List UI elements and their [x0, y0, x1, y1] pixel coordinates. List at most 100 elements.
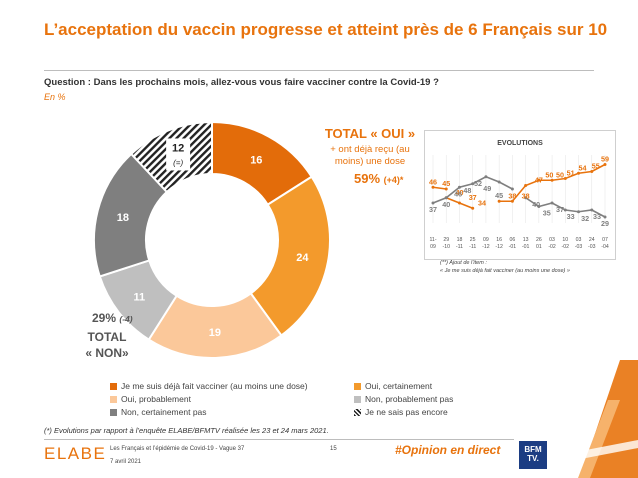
page-number: 15 [330, 446, 337, 452]
evolutions-x-tick-label: -11 [456, 244, 463, 250]
legend-label: Non, probablement pas [365, 394, 454, 404]
evolutions-x-tick-label: -02 [562, 244, 570, 250]
evolutions-x-tick-label: 25 [470, 237, 476, 243]
evolutions-title: EVOLUTIONS [497, 140, 543, 147]
evolutions-data-label: 46 [454, 189, 462, 198]
slice-value-label: 18 [117, 212, 129, 224]
evolutions-data-label: 40 [455, 188, 463, 197]
evolutions-x-tick-label: 03 [549, 237, 555, 243]
evolutions-x-tick-label: -01 [522, 244, 530, 250]
evolutions-data-label: 38 [508, 191, 516, 200]
evolutions-data-label: 50 [545, 170, 553, 179]
evolutions-data-label: 33 [567, 212, 575, 221]
corner-decoration [560, 360, 638, 478]
hashtag: #Opinion en direct [395, 443, 501, 457]
slice-value-label: 11 [133, 291, 145, 303]
evolutions-series-line [432, 175, 513, 204]
legend-item: Oui, certainement [354, 381, 432, 391]
evolutions-x-tick-label: 09 [430, 244, 436, 250]
evolutions-series-line [432, 186, 447, 190]
evolutions-data-label: 34 [478, 198, 486, 207]
evolutions-data-label: 45 [442, 179, 450, 188]
legend-item: Non, probablement pas [354, 394, 453, 404]
evolutions-data-label: 52 [474, 179, 482, 188]
total-non-label-line1: TOTAL [87, 330, 127, 344]
legend-swatch [110, 408, 117, 416]
total-non-change: (-4) [119, 314, 133, 324]
slice-value-label: 19 [209, 327, 221, 339]
evolutions-data-label: 59 [601, 155, 609, 164]
evolutions-x-tick-label: 18 [457, 237, 463, 243]
evolutions-data-label: 50 [556, 170, 564, 179]
evolutions-data-label: 40 [532, 200, 540, 209]
legend-item: Oui, probablement [110, 394, 191, 404]
bfmtv-logo-line2: TV. [527, 454, 539, 463]
evolutions-x-tick-label: 07 [602, 237, 608, 243]
legend-item: Je me suis déjà fait vacciner (au moins … [110, 381, 308, 391]
evolutions-x-tick-label: -11 [469, 244, 476, 250]
evolutions-data-label: 32 [581, 214, 589, 223]
evolutions-note-line1: (**) Ajout de l’item : [440, 260, 487, 266]
slice-value-label: 12 [172, 142, 184, 154]
evolutions-data-label: 38 [522, 191, 530, 200]
evolutions-data-label: 46 [429, 177, 437, 186]
total-non-label: TOTAL « NON» [72, 329, 142, 361]
total-non-label-line2: « NON» [85, 346, 129, 360]
legend-item: Non, certainement pas [110, 407, 207, 417]
evolutions-x-tick-label: 29 [443, 237, 449, 243]
evolutions-x-tick-label: 06 [509, 237, 515, 243]
evolutions-series-line [525, 197, 606, 218]
evolutions-data-label: 37 [469, 193, 477, 202]
evolutions-data-label: 55 [592, 162, 600, 171]
slice-label-box [166, 138, 191, 171]
evolutions-data-label: 29 [601, 219, 609, 228]
evolutions-x-tick-label: 03 [576, 237, 582, 243]
evolutions-data-label: 48 [463, 186, 471, 195]
evolutions-data-label: 40 [442, 200, 450, 209]
footer-divider [44, 439, 514, 440]
evolutions-x-tick-label: -03 [588, 244, 596, 250]
legend-swatch [354, 408, 361, 416]
evolutions-data-label: 51 [567, 169, 575, 178]
total-oui-change: (+4)* [383, 175, 404, 185]
evolutions-x-tick-label: 09 [483, 237, 489, 243]
total-non-value: 29% (-4) [92, 311, 133, 325]
slice-value-label: 16 [250, 154, 262, 166]
donut-slice [249, 175, 331, 337]
total-oui-subtext: + ont déjà reçu (au moins) une dose [330, 144, 410, 167]
question-text: Question : Dans les prochains mois, alle… [44, 77, 439, 88]
slide-title: L’acceptation du vaccin progresse et att… [44, 20, 608, 39]
evolutions-x-tick-label: 24 [589, 237, 595, 243]
total-oui-label: TOTAL « OUI » [324, 126, 416, 141]
evolutions-x-tick-label: -04 [601, 244, 609, 250]
evolutions-x-tick-label: -12 [495, 244, 503, 250]
evolutions-x-tick-label: -12 [482, 244, 490, 250]
legend-label: Je ne sais pas encore [365, 407, 448, 417]
legend-label: Je me suis déjà fait vacciner (au moins … [121, 381, 308, 391]
elabe-logo: ELABE [44, 444, 107, 463]
evolutions-data-label: 49 [483, 184, 491, 193]
legend-label: Non, certainement pas [121, 407, 207, 417]
bfmtv-logo: BFM TV. [519, 441, 547, 469]
evolutions-x-tick-label: 13 [523, 237, 529, 243]
evolutions-note: (**) Ajout de l’item : « Je me suis déjà… [440, 259, 570, 275]
evolutions-note-line2: « Je me suis déjà fait vacciner (au moin… [440, 268, 570, 274]
evolutions-data-label: 37 [556, 205, 564, 214]
slice-value-label: 24 [296, 252, 309, 264]
study-name: Les Français et l’épidémie de Covid-19 -… [110, 446, 245, 452]
donut-chart: 16 24 19 11 18 12 (=) [93, 120, 331, 359]
legend-swatch [110, 382, 117, 390]
evolutions-x-tick-label: 26 [536, 237, 542, 243]
evolutions-x-tick-label: 11- [429, 237, 436, 243]
evolutions-x-tick-label: 10 [562, 237, 568, 243]
footnote: (*) Evolutions par rapport à l’enquête E… [44, 426, 329, 435]
evolutions-data-label: 33 [593, 212, 601, 221]
legend-swatch [354, 382, 361, 390]
evolutions-data-label: 45 [495, 191, 503, 200]
evolutions-x-tick-label: -10 [442, 244, 450, 250]
evolutions-x-tick-label: 16 [496, 237, 502, 243]
legend-label: Oui, probablement [121, 394, 191, 404]
evolutions-series-line [499, 163, 606, 203]
evolutions-data-label: 54 [579, 163, 587, 172]
slice-change-label: (=) [173, 158, 183, 167]
